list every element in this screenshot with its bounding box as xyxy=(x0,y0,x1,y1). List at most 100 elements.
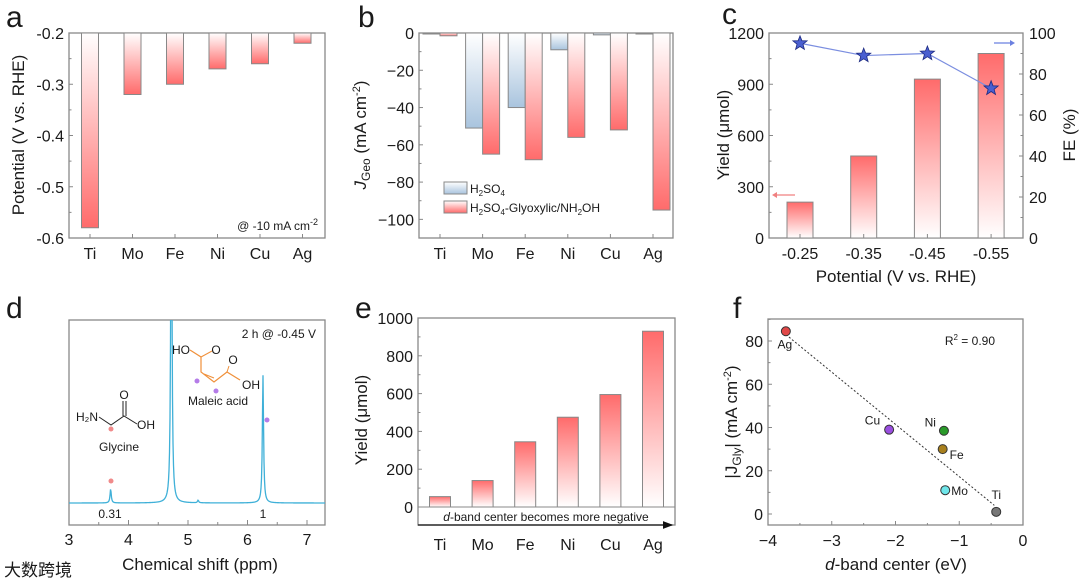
point-label: Cu xyxy=(865,414,880,428)
maleic-h-marker xyxy=(264,417,270,423)
x-tick-label: 5 xyxy=(184,532,193,549)
bar-glyoxylic-Ag xyxy=(652,32,671,211)
r-squared: R2 = 0.90 xyxy=(945,333,995,348)
y-tick-label: -0.4 xyxy=(36,129,64,146)
point-label: Ti xyxy=(991,488,1001,502)
text-part: J xyxy=(351,180,370,190)
y-tick-label: 100 xyxy=(1029,26,1056,43)
panel-letter-d: d xyxy=(6,292,23,325)
x-tick-label: Ti xyxy=(84,246,97,263)
y-tick-label: 60 xyxy=(1029,108,1047,125)
point-Ti xyxy=(991,506,1002,517)
maleic-bonds xyxy=(189,349,241,383)
y-tick-label: 0 xyxy=(405,26,414,43)
text-part: 2 xyxy=(479,189,484,198)
y-tick-label: 60 xyxy=(745,377,763,394)
x-axis-label: Potential (V vs. RHE) xyxy=(816,267,977,286)
fe-star-marker xyxy=(919,44,936,61)
y-tick-label: 300 xyxy=(737,180,764,197)
bar-yield--0.25 xyxy=(786,201,814,239)
x-tick-label: Cu xyxy=(600,537,620,554)
text-part: Geo xyxy=(359,158,373,181)
y-tick-label: 400 xyxy=(386,424,413,441)
legend-label: H2SO4 xyxy=(470,182,505,198)
x-tick-label: −1 xyxy=(950,533,968,550)
bar-Ti xyxy=(81,32,99,229)
bar-Ti xyxy=(429,496,451,508)
bar-h2so4-Fe xyxy=(507,32,526,109)
plot-frame xyxy=(417,317,676,526)
x-tick-label: Fe xyxy=(166,246,185,263)
y-tick-label: 600 xyxy=(737,129,764,146)
bar-Ag xyxy=(293,32,312,44)
text-part: Gly xyxy=(730,448,744,466)
y-tick-label: 600 xyxy=(386,387,413,404)
bar-yield--0.35 xyxy=(850,155,878,239)
fit-line xyxy=(785,334,995,506)
point-label: Fe xyxy=(950,448,964,462)
text-part: -2 xyxy=(351,86,363,96)
maleic-o: O xyxy=(211,343,220,357)
x-tick-label: Ag xyxy=(293,246,313,263)
x-tick-label: Mo xyxy=(471,246,493,263)
text-part: d xyxy=(443,510,450,524)
glycine-amine: H₂N xyxy=(76,410,98,424)
bar-Ni xyxy=(556,416,579,508)
maleic-o: O xyxy=(228,353,237,367)
maleic-oh: OH xyxy=(242,378,260,392)
text-part: 4 xyxy=(500,189,505,198)
panel-f: Ag Cu Ni Fe Mo Ti −4 −3 −2 −1 0 0 20 40 60 80 R2 = 0.90 d… xyxy=(722,318,1028,574)
y-axis-label: Yield (μmol) xyxy=(352,375,371,465)
y-tick-label: 800 xyxy=(386,349,413,366)
bar-h2so4-Cu xyxy=(592,32,611,36)
plot-frame xyxy=(68,319,326,526)
maleic-h-marker xyxy=(213,388,219,394)
text-part: = 0.90 xyxy=(958,334,995,348)
x-axis-label: Chemical shift (ppm) xyxy=(122,555,278,574)
text-part: SO xyxy=(483,201,500,215)
maleic-bond xyxy=(226,365,230,373)
bar-Ag xyxy=(642,330,664,508)
text-part: -band center (eV) xyxy=(835,555,967,574)
text-part: R xyxy=(945,334,954,348)
y-tick-label: 1000 xyxy=(377,311,413,328)
point-Mo xyxy=(940,485,951,496)
plot-frame xyxy=(418,32,674,239)
point-label: Mo xyxy=(951,484,968,498)
x-tick-label: Ag xyxy=(643,246,663,263)
bar-h2so4-Ag xyxy=(635,32,654,35)
maleic-ho: HO xyxy=(172,343,190,357)
y-tick-label: 40 xyxy=(1029,149,1047,166)
y-axis-label: Potential (V vs. RHE) xyxy=(9,55,28,216)
x-tick-label: Ti xyxy=(434,246,447,263)
condition-label: 2 h @ -0.45 V xyxy=(242,327,316,341)
bar-glyoxylic-Mo xyxy=(482,32,501,155)
legend-swatch xyxy=(443,181,468,195)
x-tick-label: 0 xyxy=(1019,533,1028,550)
legend-swatch xyxy=(443,200,468,214)
x-tick-label: Ni xyxy=(560,246,575,263)
x-tick-label: -0.55 xyxy=(973,246,1010,263)
text-part: H xyxy=(470,201,479,215)
x-tick-label: Ti xyxy=(434,537,447,554)
bar-Fe xyxy=(166,32,184,85)
arrow-caption: d-band center becomes more negative xyxy=(443,510,649,524)
y-tick-label: 200 xyxy=(386,462,413,479)
panel-letter-b: b xyxy=(358,1,375,34)
bar-yield--0.45 xyxy=(913,78,941,239)
bar-h2so4-Mo xyxy=(465,32,484,129)
point-Ag xyxy=(780,326,791,337)
x-tick-label: Ni xyxy=(560,537,575,554)
fe-line xyxy=(799,42,992,89)
glycine-structure: H₂N O OH Glycine xyxy=(76,388,155,454)
glycine-peak-marker xyxy=(108,478,114,484)
text-part: -band center becomes more negative xyxy=(450,510,649,524)
x-tick-label: −4 xyxy=(759,533,777,550)
text-part: 2 xyxy=(578,208,583,217)
fe-star-marker xyxy=(791,34,809,51)
x-tick-label: Fe xyxy=(516,537,535,554)
x-tick-label: -0.35 xyxy=(845,246,882,263)
arrowhead-icon xyxy=(1010,40,1015,46)
y-tick-label: −20 xyxy=(387,63,414,80)
